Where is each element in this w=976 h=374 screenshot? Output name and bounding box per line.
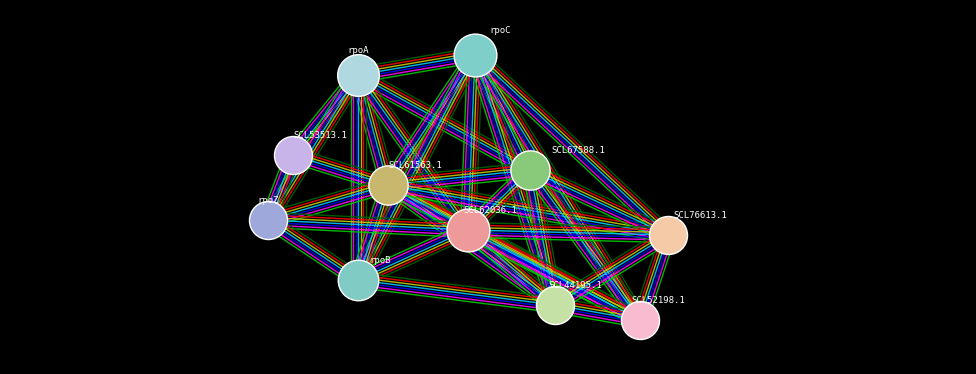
Point bbox=[381, 182, 396, 188]
Point bbox=[350, 72, 366, 78]
Point bbox=[285, 152, 301, 158]
Text: SCL76613.1: SCL76613.1 bbox=[673, 211, 727, 220]
Text: SCL52198.1: SCL52198.1 bbox=[631, 296, 685, 305]
Text: SCL61563.1: SCL61563.1 bbox=[388, 161, 442, 170]
Text: SCL53513.1: SCL53513.1 bbox=[293, 131, 346, 140]
Point bbox=[350, 277, 366, 283]
Text: rpoB: rpoB bbox=[369, 256, 390, 265]
Point bbox=[660, 232, 675, 238]
Text: SCL44195.1: SCL44195.1 bbox=[549, 281, 602, 290]
Text: rpoZ: rpoZ bbox=[258, 196, 279, 205]
Point bbox=[261, 217, 276, 223]
Text: rpoC: rpoC bbox=[489, 26, 510, 35]
Point bbox=[632, 317, 648, 323]
Point bbox=[461, 227, 476, 233]
Point bbox=[522, 167, 538, 173]
Point bbox=[548, 302, 563, 308]
Text: SCL67588.1: SCL67588.1 bbox=[551, 146, 605, 155]
Point bbox=[468, 52, 483, 58]
Text: rpoA: rpoA bbox=[347, 46, 369, 55]
Text: SCL62036.1: SCL62036.1 bbox=[464, 206, 517, 215]
